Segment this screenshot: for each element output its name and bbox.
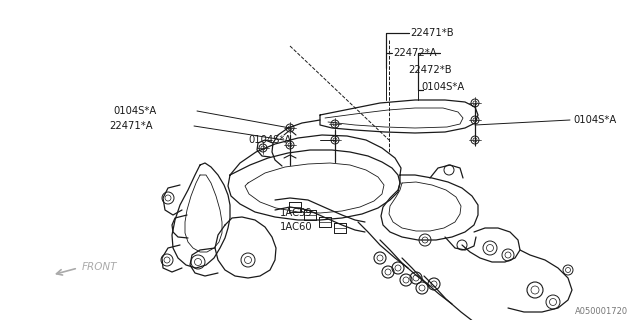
Text: 1AC60: 1AC60: [280, 222, 312, 232]
Text: 22472*B: 22472*B: [408, 65, 452, 75]
Text: A050001720: A050001720: [575, 307, 628, 316]
Text: 0104S*A: 0104S*A: [248, 135, 291, 145]
Text: FRONT: FRONT: [82, 262, 118, 272]
Text: 0104S*A: 0104S*A: [573, 115, 616, 125]
Text: 22471*A: 22471*A: [109, 121, 152, 131]
Text: 1AC59: 1AC59: [280, 208, 313, 218]
Text: 22472*A: 22472*A: [393, 48, 436, 58]
Text: 0104S*A: 0104S*A: [421, 82, 464, 92]
Text: 22471*B: 22471*B: [410, 28, 454, 38]
Text: 0104S*A: 0104S*A: [113, 106, 156, 116]
